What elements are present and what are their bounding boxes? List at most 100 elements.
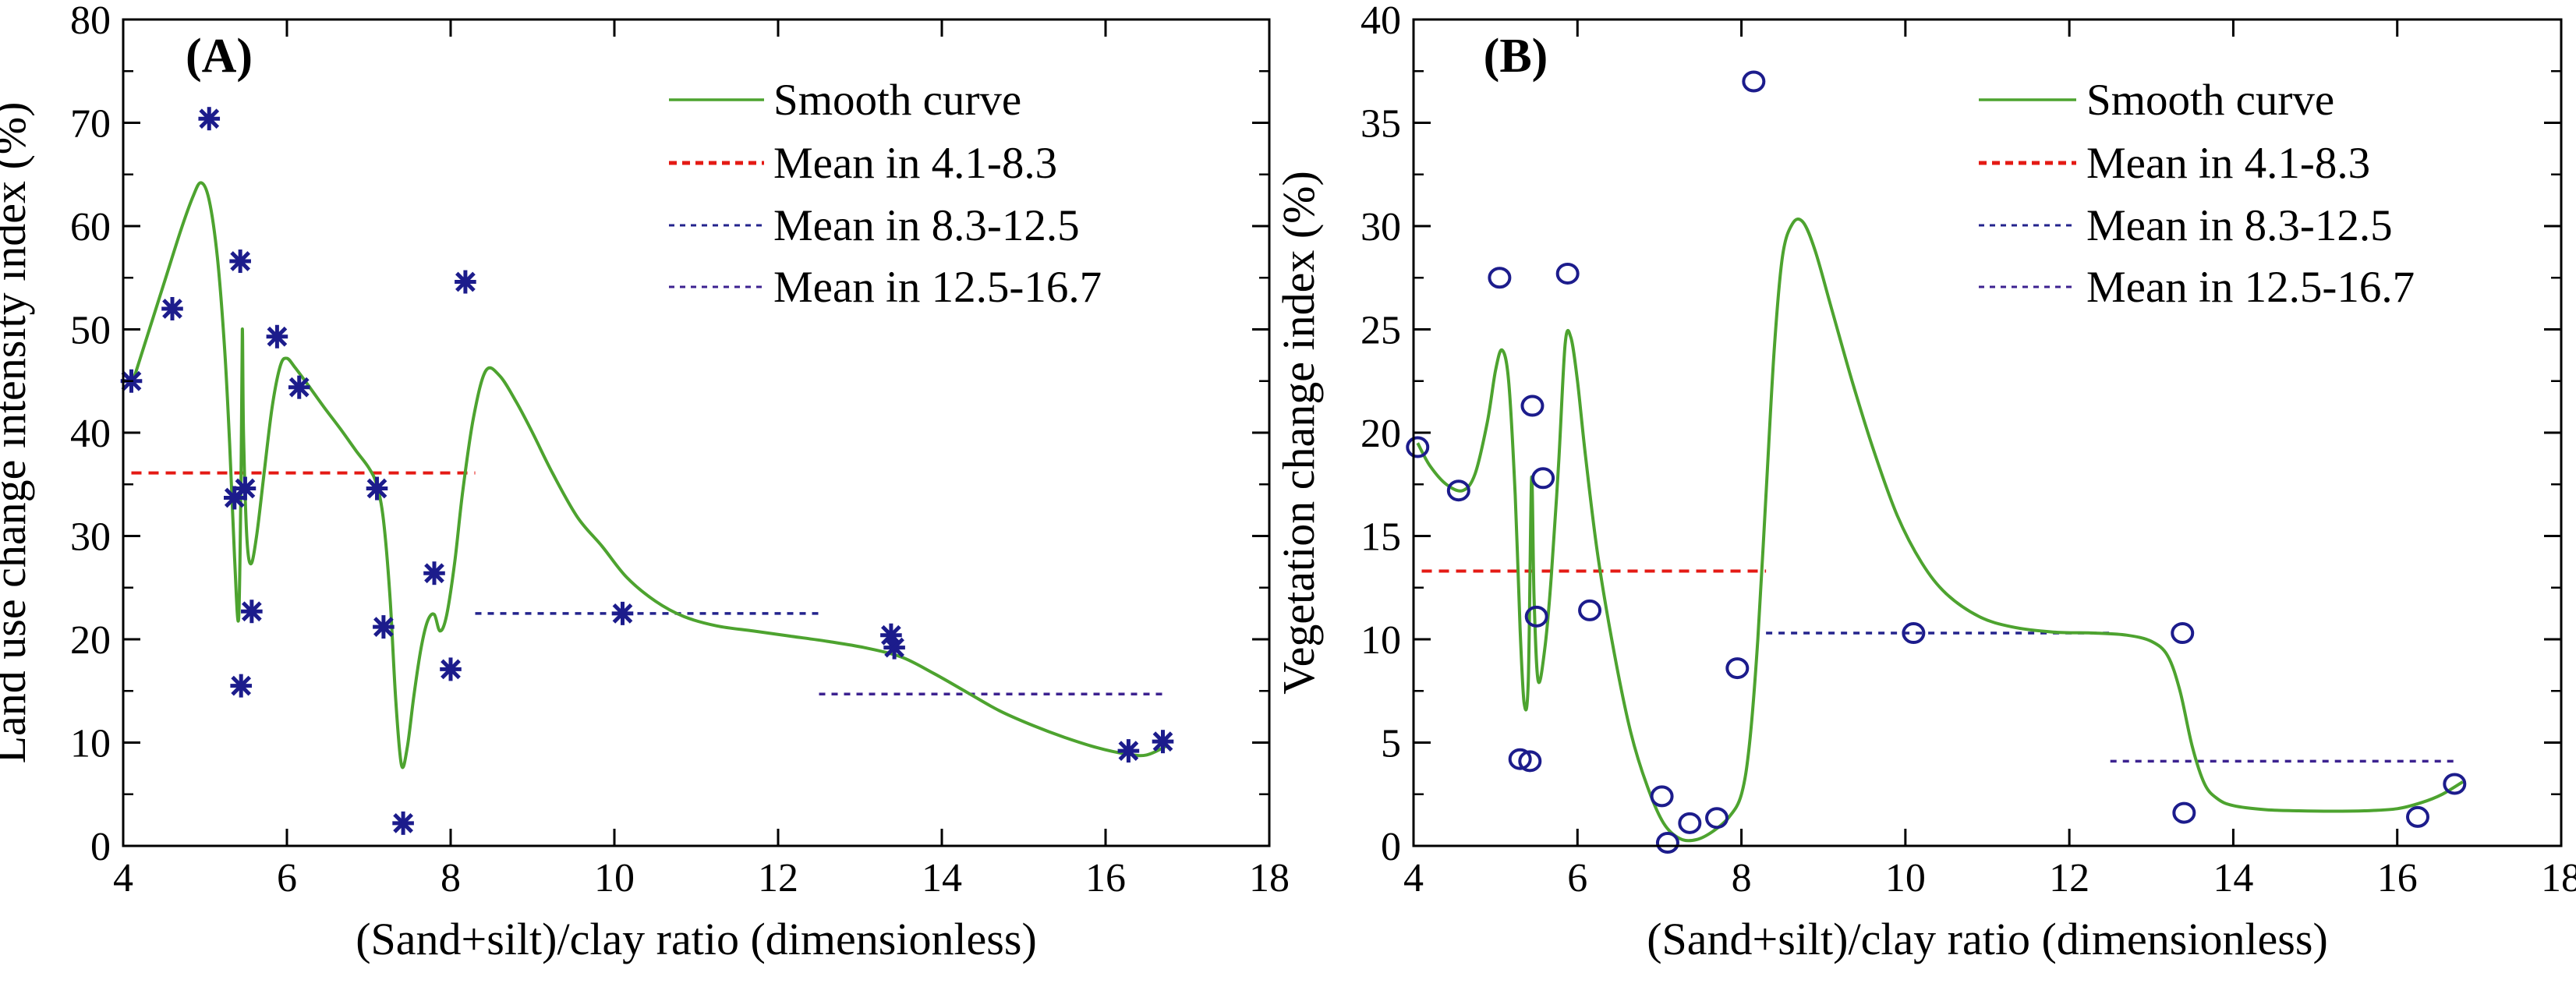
x-tick-label: 14 <box>2213 856 2253 900</box>
panel-letter: (A) <box>186 30 253 83</box>
asterisk-marker <box>230 674 252 698</box>
circle-marker <box>1531 467 1555 490</box>
legend: Smooth curve Mean in 4.1-8.3 Mean in 8.3-1… <box>669 76 1102 312</box>
legend-label: Mean in 4.1-8.3 <box>2086 139 2370 188</box>
y-tick-label: 60 <box>70 205 111 249</box>
asterisk-arm <box>441 659 461 680</box>
y-tick-label: 80 <box>70 0 111 43</box>
y-axis-title: Land use change intensity index (%) <box>0 102 35 764</box>
asterisk-marker <box>423 561 445 585</box>
x-tick-label: 6 <box>277 856 297 900</box>
x-tick-label: 18 <box>2541 856 2576 900</box>
x-tick-label: 12 <box>2049 856 2089 900</box>
circle-marker <box>1655 832 1679 854</box>
legend-label: Mean in 8.3-12.5 <box>2086 201 2393 250</box>
panel-b: 4 6 8 10 12 14 16 18 0 5 10 15 20 25 30 35 40 (Sand+silt)… <box>1273 0 2576 964</box>
asterisk-marker <box>229 249 251 274</box>
asterisk-arm <box>1118 741 1139 761</box>
asterisk-marker <box>198 107 221 131</box>
asterisk-arm <box>162 299 182 319</box>
y-tick-label: 10 <box>1361 618 1401 663</box>
asterisk-arm <box>366 478 387 499</box>
asterisk-arm <box>199 108 220 129</box>
x-tick-label: 18 <box>1249 856 1290 900</box>
x-tick-label: 4 <box>1403 856 1424 900</box>
asterisk-arm <box>884 637 904 658</box>
legend-label: Mean in 8.3-12.5 <box>773 201 1080 250</box>
asterisk-marker <box>440 657 462 681</box>
asterisk-arm <box>373 617 394 637</box>
x-tick-label: 8 <box>1732 856 1752 900</box>
panel-letter: (B) <box>1484 30 1548 83</box>
asterisk-marker <box>161 297 183 320</box>
circle-marker <box>2171 622 2195 645</box>
asterisk-marker <box>455 270 476 294</box>
circle-marker <box>1518 750 1542 773</box>
circle-marker <box>2172 801 2196 824</box>
y-tick-label: 0 <box>1381 825 1401 869</box>
x-tick-label: 16 <box>2377 856 2418 900</box>
circle-marker <box>1578 599 1602 621</box>
y-tick-label: 30 <box>70 515 111 560</box>
asterisk-marker <box>611 601 634 625</box>
asterisk-arm <box>288 377 310 398</box>
asterisk-arm <box>612 603 633 624</box>
legend-label: Mean in 4.1-8.3 <box>773 139 1057 188</box>
circle-marker <box>1520 394 1545 417</box>
axes-frame <box>122 18 1271 847</box>
y-tick-label: 50 <box>70 309 111 353</box>
circle-marker <box>1902 622 1926 645</box>
circle-marker <box>1508 748 1532 770</box>
legend-label: Smooth curve <box>2086 76 2334 125</box>
asterisk-arm <box>424 563 444 584</box>
y-tick-label: 25 <box>1361 309 1401 353</box>
circle-marker <box>2443 773 2467 795</box>
panel-a: 4 6 8 10 12 14 16 18 0 10 20 30 40 50 60 70 80 (Sand+silt… <box>0 0 1290 964</box>
smooth-curve-line <box>129 181 1168 769</box>
asterisk-marker <box>234 476 257 501</box>
y-tick-label: 10 <box>70 722 111 766</box>
asterisk-marker <box>241 600 263 624</box>
x-tick-label: 14 <box>922 856 962 900</box>
asterisk-marker <box>373 615 395 639</box>
axes-frame <box>1412 18 2563 847</box>
asterisk-marker <box>1152 730 1174 754</box>
x-tick-label: 10 <box>1885 856 1926 900</box>
asterisk-arm <box>235 478 256 499</box>
asterisk-arm <box>455 271 476 292</box>
y-tick-label: 15 <box>1361 515 1401 560</box>
y-tick-label: 30 <box>1361 205 1401 249</box>
smooth-curve-line <box>1416 218 2464 843</box>
x-tick-label: 12 <box>758 856 798 900</box>
x-tick-label: 16 <box>1085 856 1126 900</box>
y-tick-label: 20 <box>70 618 111 663</box>
circle-marker <box>1742 70 1766 93</box>
legend-label: Smooth curve <box>773 76 1021 125</box>
legend: Smooth curve Mean in 4.1-8.3 Mean in 8.3-1… <box>1979 76 2415 312</box>
y-tick-label: 5 <box>1381 722 1401 766</box>
asterisk-arm <box>241 601 262 622</box>
legend-label: Mean in 12.5-16.7 <box>2086 263 2415 312</box>
asterisk-arm <box>230 251 251 271</box>
x-axis-title: (Sand+silt)/clay ratio (dimensionless) <box>1647 914 2328 964</box>
circle-marker <box>1446 479 1470 502</box>
y-tick-label: 35 <box>1361 102 1401 147</box>
asterisk-marker <box>392 811 414 835</box>
data-points <box>1406 70 2467 854</box>
asterisk-marker <box>366 476 388 501</box>
circle-marker <box>2406 805 2429 828</box>
asterisk-arm <box>231 675 252 696</box>
asterisk-arm <box>393 812 413 833</box>
circle-marker <box>1555 262 1580 285</box>
asterisk-marker <box>1117 739 1140 763</box>
y-axis-title: Vegetation change index (%) <box>1273 171 1324 695</box>
asterisk-marker <box>266 324 288 348</box>
circle-marker <box>1524 605 1548 628</box>
x-tick-label: 10 <box>594 856 635 900</box>
y-tick-label: 20 <box>1361 412 1401 456</box>
circle-marker <box>1650 785 1674 808</box>
y-tick-label: 0 <box>90 825 111 869</box>
x-tick-label: 6 <box>1567 856 1587 900</box>
